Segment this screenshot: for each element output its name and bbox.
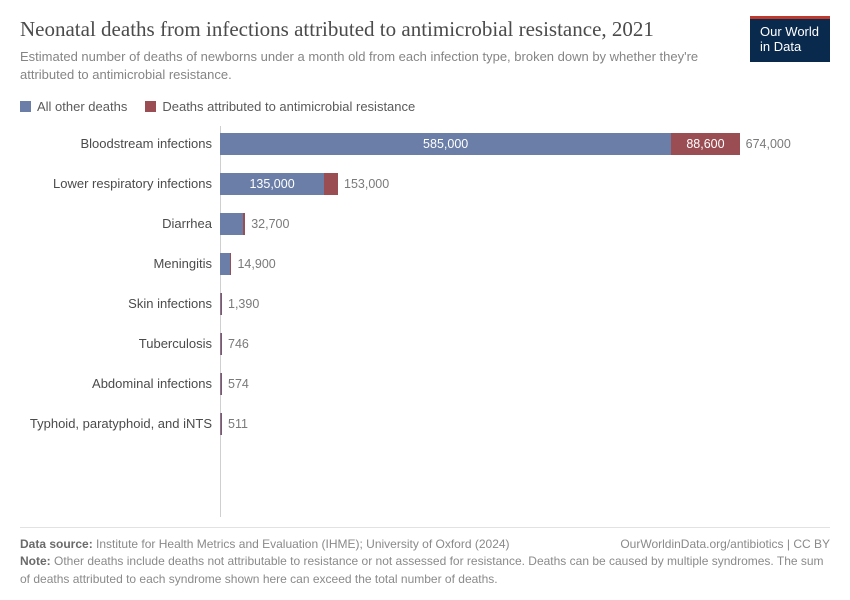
- bar-segment-amr: [221, 293, 222, 315]
- bar-area: 135,000 153,000: [220, 164, 830, 204]
- bar-segment-amr: [324, 173, 338, 195]
- source-text: Institute for Health Metrics and Evaluat…: [96, 537, 510, 551]
- bar-segment-amr: 88,600: [671, 133, 739, 155]
- total-label: 153,000: [344, 177, 389, 191]
- segment-value: 585,000: [423, 137, 468, 151]
- bar-area: 14,900: [220, 244, 830, 284]
- bar-stack[interactable]: 585,000 88,600 674,000: [220, 133, 791, 155]
- bar-area: 511: [220, 404, 830, 444]
- footer: Data source: Institute for Health Metric…: [20, 527, 830, 588]
- bar-stack[interactable]: 574: [220, 373, 249, 395]
- footer-note: Note: Other deaths include deaths not at…: [20, 553, 830, 588]
- total-label: 32,700: [251, 217, 289, 231]
- category-label: Abdominal infections: [20, 376, 220, 391]
- bar-area: 746: [220, 324, 830, 364]
- bar-row: Skin infections 1,390: [20, 284, 830, 324]
- bar-area: 585,000 88,600 674,000: [220, 124, 830, 164]
- segment-value: 88,600: [686, 137, 724, 151]
- attribution: OurWorldinData.org/antibiotics | CC BY: [620, 536, 830, 553]
- bar-area: 574: [220, 364, 830, 404]
- bar-area: 32,700: [220, 204, 830, 244]
- bar-row: Tuberculosis 746: [20, 324, 830, 364]
- note-label: Note:: [20, 554, 51, 568]
- header: Neonatal deaths from infections attribut…: [20, 16, 830, 85]
- data-source: Data source: Institute for Health Metric…: [20, 536, 510, 553]
- legend-label: Deaths attributed to antimicrobial resis…: [162, 99, 415, 114]
- bar-segment-other: 135,000: [220, 173, 324, 195]
- chart-title: Neonatal deaths from infections attribut…: [20, 16, 738, 42]
- bar-segment-other: [220, 253, 230, 275]
- total-label: 674,000: [746, 137, 791, 151]
- segment-value: 135,000: [249, 177, 294, 191]
- legend-item[interactable]: All other deaths: [20, 99, 127, 114]
- legend-swatch: [20, 101, 31, 112]
- bar-segment-amr: [221, 373, 222, 395]
- owid-logo: Our World in Data: [750, 16, 830, 62]
- legend-swatch: [145, 101, 156, 112]
- category-label: Skin infections: [20, 296, 220, 311]
- bar-row: Lower respiratory infections 135,000 153,0…: [20, 164, 830, 204]
- bar-segment-other: [220, 213, 243, 235]
- bar-stack[interactable]: 135,000 153,000: [220, 173, 389, 195]
- total-label: 574: [228, 377, 249, 391]
- total-label: 14,900: [237, 257, 275, 271]
- bar-row: Abdominal infections 574: [20, 364, 830, 404]
- bar-segment-amr: [221, 413, 222, 435]
- bar-stack[interactable]: 1,390: [220, 293, 259, 315]
- total-label: 511: [228, 417, 248, 431]
- bar-row: Diarrhea 32,700: [20, 204, 830, 244]
- total-label: 1,390: [228, 297, 259, 311]
- bar-stack[interactable]: 14,900: [220, 253, 276, 275]
- category-label: Typhoid, paratyphoid, and iNTS: [20, 416, 220, 431]
- note-text: Other deaths include deaths not attribut…: [20, 554, 824, 585]
- bar-stack[interactable]: 32,700: [220, 213, 289, 235]
- source-label: Data source:: [20, 537, 93, 551]
- category-label: Tuberculosis: [20, 336, 220, 351]
- footer-top: Data source: Institute for Health Metric…: [20, 536, 830, 553]
- bar-row: Bloodstream infections 585,000 88,600 674,0…: [20, 124, 830, 164]
- bar-segment-amr: [243, 213, 245, 235]
- total-label: 746: [228, 337, 249, 351]
- legend-label: All other deaths: [37, 99, 127, 114]
- bar-stack[interactable]: 511: [220, 413, 248, 435]
- bar-segment-amr: [230, 253, 232, 275]
- bar-segment-other: 585,000: [220, 133, 671, 155]
- chart-subtitle: Estimated number of deaths of newborns u…: [20, 48, 738, 84]
- bar-area: 1,390: [220, 284, 830, 324]
- chart-container: Neonatal deaths from infections attribut…: [0, 0, 850, 600]
- bar-row: Typhoid, paratyphoid, and iNTS 511: [20, 404, 830, 444]
- title-block: Neonatal deaths from infections attribut…: [20, 16, 750, 85]
- legend: All other deaths Deaths attributed to ant…: [20, 99, 830, 114]
- bar-stack[interactable]: 746: [220, 333, 249, 355]
- category-label: Meningitis: [20, 256, 220, 271]
- category-label: Bloodstream infections: [20, 136, 220, 151]
- legend-item[interactable]: Deaths attributed to antimicrobial resis…: [145, 99, 415, 114]
- bar-segment-amr: [221, 333, 222, 355]
- category-label: Lower respiratory infections: [20, 176, 220, 191]
- bar-chart: Bloodstream infections 585,000 88,600 674,0…: [20, 124, 830, 517]
- category-label: Diarrhea: [20, 216, 220, 231]
- bar-row: Meningitis 14,900: [20, 244, 830, 284]
